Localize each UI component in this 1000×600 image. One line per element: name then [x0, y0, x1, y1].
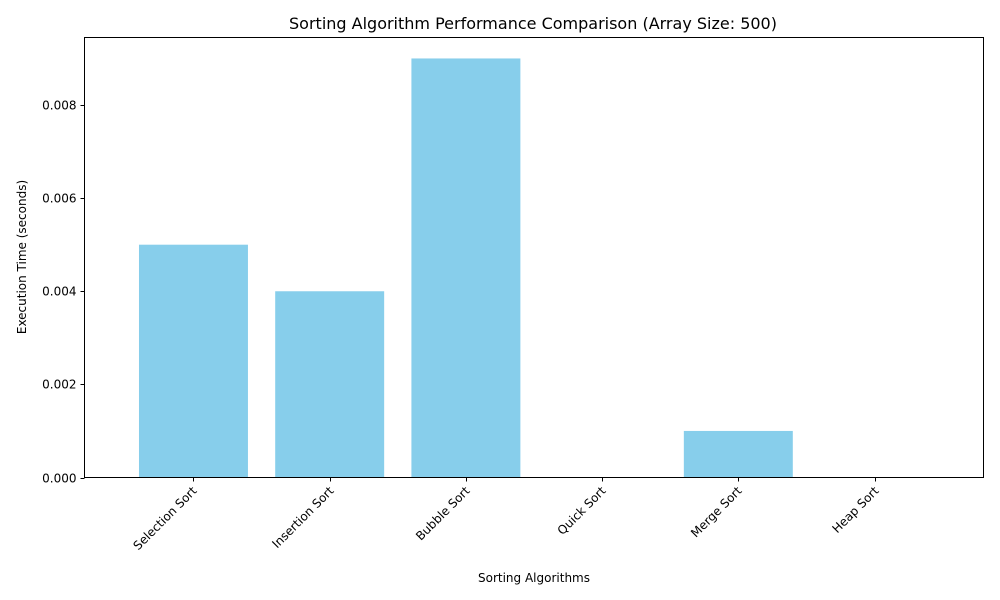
bar-bubble-sort [411, 58, 521, 478]
axes-frame [84, 37, 984, 478]
y-tick-label: 0.004 [42, 285, 76, 299]
y-tick-label: 0.008 [42, 99, 76, 113]
x-tick-label: Quick Sort [555, 484, 609, 538]
bar-insertion-sort [275, 291, 385, 478]
x-tick-label: Heap Sort [829, 484, 881, 536]
x-tick-label: Bubble Sort [413, 484, 473, 544]
x-tick-label: Insertion Sort [269, 484, 336, 551]
bar-selection-sort [138, 244, 248, 478]
plot-area [138, 58, 793, 478]
x-tick-label: Selection Sort [131, 484, 200, 553]
chart-title: Sorting Algorithm Performance Comparison… [289, 14, 777, 33]
x-tick-label: Merge Sort [688, 484, 745, 541]
bar-merge-sort [683, 430, 793, 478]
y-axis-label: Execution Time (seconds) [15, 180, 29, 334]
y-tick-label: 0.006 [42, 192, 76, 206]
y-tick-label: 0.000 [42, 472, 76, 486]
x-axis-label: Sorting Algorithms [478, 571, 590, 585]
y-tick-label: 0.002 [42, 378, 76, 392]
